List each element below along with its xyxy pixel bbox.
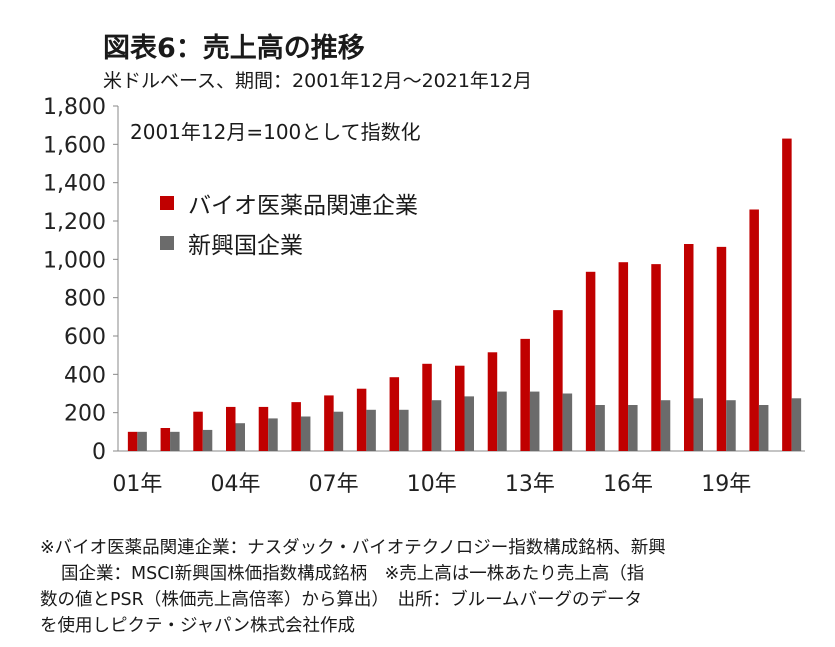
bar-series2 [300, 416, 311, 451]
bar-series2 [268, 418, 278, 451]
bar-series2 [333, 411, 344, 451]
bar-series1 [553, 310, 563, 451]
y-tick-label: 1,000 [43, 248, 106, 273]
y-tick-label: 800 [64, 287, 106, 312]
y-tick-label: 1,800 [43, 95, 106, 120]
y-tick-label: 400 [64, 363, 106, 388]
x-tick-label: 10年 [407, 472, 457, 497]
x-tick-label: 13年 [505, 472, 555, 497]
x-tick-label: 07年 [309, 472, 359, 497]
y-tick-label: 1,200 [43, 210, 106, 235]
y-tick-label: 200 [64, 402, 106, 427]
legend-swatch-series2 [160, 236, 174, 250]
footnote-line-1: ※バイオ医薬品関連企業：ナスダック・バイオテクノロジー指数構成銘柄、新興 [40, 538, 666, 558]
legend-label-series1: バイオ医薬品関連企業 [188, 193, 418, 219]
chart-annotation: 2001年12月=100として指数化 [130, 120, 421, 144]
y-tick-label: 0 [92, 440, 106, 465]
bar-series1 [651, 264, 661, 451]
legend-label-series2: 新興国企業 [188, 233, 303, 259]
bar-series2 [562, 393, 573, 451]
y-tick-label: 1,400 [43, 172, 106, 197]
bar-series1 [716, 246, 727, 451]
bar-series2 [726, 400, 736, 451]
bar-series2 [660, 400, 671, 451]
bar-series2 [628, 405, 638, 451]
bar-series2 [497, 391, 507, 451]
footnote: ※バイオ医薬品関連企業：ナスダック・バイオテクノロジー指数構成銘柄、新興 国企業… [40, 535, 820, 639]
bar-series1 [324, 395, 334, 451]
bar-chart: 0 200 400 600 800 1,000 1,200 1,400 1,600 1,800 01… [43, 95, 805, 497]
bar-series2 [137, 431, 147, 451]
x-tick-label: 16年 [603, 472, 653, 497]
legend-item-series2: 新興国企業 [160, 226, 303, 260]
footnote-line-2: 国企業：MSCI新興国株価指数構成銘柄 ※売上高は一株あたり売上高（指 [61, 564, 645, 584]
footnote-line-4: を使用しピクテ・ジャパン株式会社作成 [40, 616, 355, 636]
y-tick-label: 600 [64, 325, 106, 350]
bar-series1 [258, 406, 269, 451]
bar-series1 [422, 363, 432, 451]
footnote-line-3: 数の値とPSR（株価売上高倍率）から算出） 出所：ブルームバーグのデータ [40, 590, 643, 610]
bar-series2 [366, 409, 376, 451]
bar-series2 [758, 405, 769, 451]
bar-series1 [585, 271, 596, 451]
bar-series1 [127, 431, 138, 451]
bar-series1 [455, 365, 465, 451]
x-tick-label: 19年 [701, 472, 751, 497]
y-tick-label: 1,600 [43, 133, 106, 158]
legend-item-series1: バイオ医薬品関連企業 [160, 186, 418, 220]
bar-series1 [160, 428, 171, 451]
bar-series1 [356, 388, 367, 451]
bar-series1 [749, 209, 759, 451]
bar-series1 [684, 244, 694, 451]
x-tick-label: 01年 [112, 472, 162, 497]
legend-swatch-series1 [160, 196, 174, 210]
bar-series2 [431, 400, 442, 451]
bar-series2 [235, 423, 245, 451]
bar-series1 [618, 262, 629, 451]
bar-series1 [193, 411, 203, 451]
chart-title: 図表6：売上高の推移 [103, 33, 365, 64]
bar-series2 [464, 396, 474, 451]
bar-series2 [693, 398, 703, 451]
bar-series1 [520, 338, 530, 451]
bar-series1 [389, 377, 400, 451]
bar-series1 [487, 352, 498, 451]
x-tick-label: 04年 [211, 472, 261, 497]
bar-series1 [291, 402, 301, 451]
bar-series1 [226, 406, 236, 451]
bar-series2 [529, 391, 540, 451]
chart-subtitle: 米ドルベース、期間：2001年12月～2021年12月 [103, 70, 533, 92]
bar-series2 [170, 431, 180, 451]
bar-series2 [791, 398, 802, 451]
bar-series2 [202, 429, 213, 451]
bar-series2 [595, 405, 605, 451]
bar-series1 [782, 138, 792, 452]
bar-series2 [399, 409, 409, 451]
